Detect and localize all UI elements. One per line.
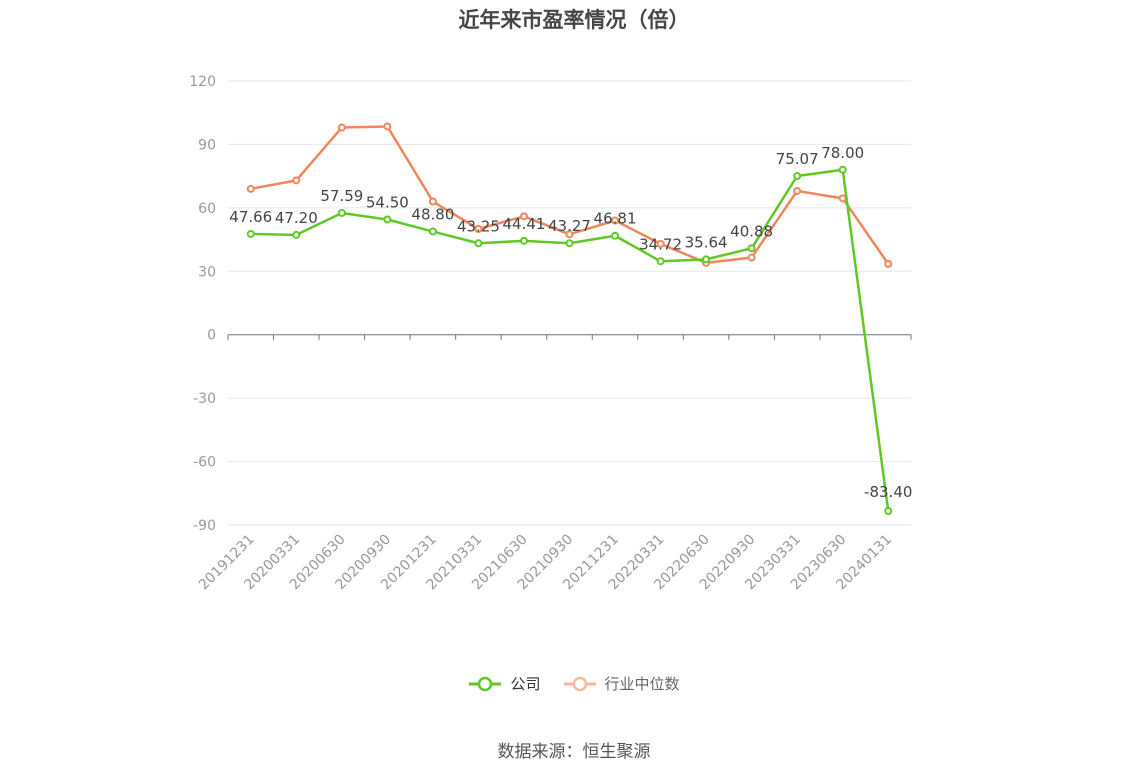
company-data-label: 57.59: [320, 187, 363, 205]
company-point: [337, 208, 346, 217]
legend-label-company: 公司: [510, 675, 541, 693]
company-point: [884, 507, 893, 516]
company-point: [702, 255, 711, 264]
chart-plot: 1209060300-30-60-90201912312020033120200…: [189, 74, 912, 593]
company-point: [474, 239, 483, 248]
company-data-label: 34.72: [639, 235, 682, 253]
company-point: [246, 229, 255, 238]
company-data-label: 44.41: [502, 215, 545, 233]
industry-point: [474, 225, 483, 233]
legend-industry-marker-icon: [563, 676, 596, 691]
industry-point: [565, 230, 574, 239]
y-tick-label: 0: [207, 328, 216, 344]
company-point: [519, 236, 528, 245]
company-point: [383, 215, 392, 224]
y-tick-label: 60: [198, 201, 216, 217]
company-data-label: 75.07: [776, 150, 819, 168]
y-tick-label: 90: [198, 137, 216, 153]
industry-point: [519, 212, 528, 221]
company-point: [565, 239, 574, 248]
data-source: 数据来源：恒生聚源: [497, 742, 651, 762]
y-tick-label: -60: [193, 455, 216, 471]
industry-point: [747, 253, 756, 262]
company-point: [428, 227, 437, 236]
industry-point: [884, 259, 893, 268]
legend-label-industry: 行业中位数: [604, 675, 680, 693]
company-point: [656, 257, 665, 266]
series-layer: [246, 122, 893, 516]
industry-point: [337, 123, 346, 132]
company-data-label: 47.20: [275, 209, 318, 227]
y-tick-label: 120: [189, 74, 216, 90]
industry-point: [383, 122, 392, 131]
legend: 公司 行业中位数: [0, 673, 1148, 694]
company-data-label: 47.66: [229, 208, 272, 226]
company-point: [292, 230, 301, 239]
company-data-label: 48.80: [411, 206, 454, 224]
industry-point: [428, 197, 437, 206]
company-data-label: 40.88: [730, 222, 773, 240]
company-point: [793, 171, 802, 180]
chart-title: 近年来市盈率情况（倍）: [458, 8, 690, 32]
company-point: [747, 244, 756, 253]
industry-point: [656, 239, 665, 248]
company-point: [838, 165, 847, 174]
y-tick-label: 30: [198, 264, 216, 280]
industry-point: [611, 216, 620, 225]
legend-company-marker-icon: [469, 676, 502, 691]
industry-point: [246, 184, 255, 193]
company-data-label: 35.64: [685, 233, 728, 251]
company-point: [611, 231, 620, 240]
legend-item-industry[interactable]: 行业中位数: [563, 673, 680, 694]
y-tick-label: -90: [193, 518, 216, 534]
company-data-label: 46.81: [594, 210, 637, 228]
industry-point: [292, 176, 301, 185]
legend-item-company[interactable]: 公司: [468, 673, 541, 694]
company-data-label: -83.40: [864, 483, 912, 501]
industry-point: [838, 194, 847, 203]
company-data-label: 43.25: [457, 217, 500, 235]
y-tick-label: -30: [193, 391, 216, 407]
company-data-label: 78.00: [821, 144, 864, 162]
industry-point: [793, 186, 802, 195]
company-data-label: 54.50: [366, 193, 409, 211]
company-data-label: 43.27: [548, 217, 591, 235]
grid-layer: [228, 80, 911, 526]
